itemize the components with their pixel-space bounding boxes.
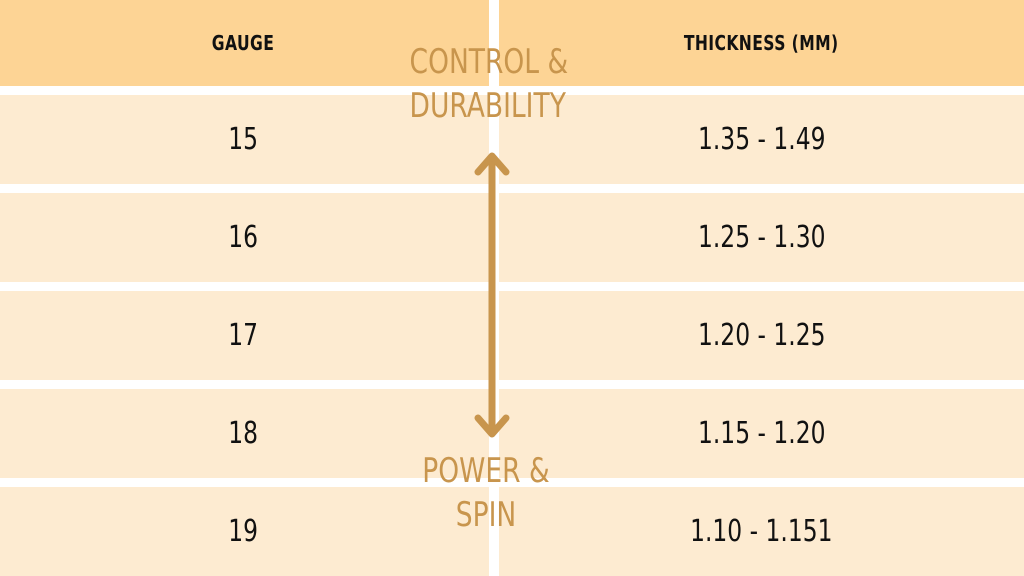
gauge-value: 16: [228, 220, 259, 255]
power-spin-label: POWER & SPIN: [410, 449, 563, 537]
thickness-value: 1.15 - 1.20: [697, 416, 826, 451]
thickness-value: 1.20 - 1.25: [697, 318, 826, 353]
gauge-value: 18: [228, 416, 259, 451]
gauge-value: 19: [228, 514, 259, 549]
bottom-label-line2: SPIN: [455, 495, 517, 535]
table-row-gauge: 17: [0, 291, 489, 380]
table-row-gauge: 15: [0, 95, 489, 184]
header-gauge: GAUGE: [212, 31, 275, 55]
top-label-line2: DURABILITY: [409, 86, 566, 126]
top-label-line1: CONTROL &: [409, 42, 569, 82]
control-durability-label: CONTROL & DURABILITY: [409, 40, 569, 128]
header-gauge-cell: GAUGE: [0, 0, 489, 86]
header-thickness: THICKNESS (MM): [684, 31, 839, 55]
table-row-gauge: 16: [0, 193, 489, 282]
thickness-value: 1.25 - 1.30: [697, 220, 826, 255]
table-row-thickness: 1.35 - 1.49: [499, 95, 1024, 184]
bottom-label-line1: POWER &: [422, 451, 550, 491]
gauge-value: 17: [228, 318, 259, 353]
table-row-gauge: 18: [0, 389, 489, 478]
gauge-value: 15: [228, 122, 259, 157]
table-row-thickness: 1.10 - 1.151: [499, 487, 1024, 576]
header-thickness-cell: THICKNESS (MM): [499, 0, 1024, 86]
table-row-thickness: 1.20 - 1.25: [499, 291, 1024, 380]
thickness-value: 1.35 - 1.49: [697, 122, 826, 157]
thickness-value: 1.10 - 1.151: [690, 514, 833, 549]
table-row-thickness: 1.15 - 1.20: [499, 389, 1024, 478]
table-row-gauge: 19: [0, 487, 489, 576]
table-row-thickness: 1.25 - 1.30: [499, 193, 1024, 282]
